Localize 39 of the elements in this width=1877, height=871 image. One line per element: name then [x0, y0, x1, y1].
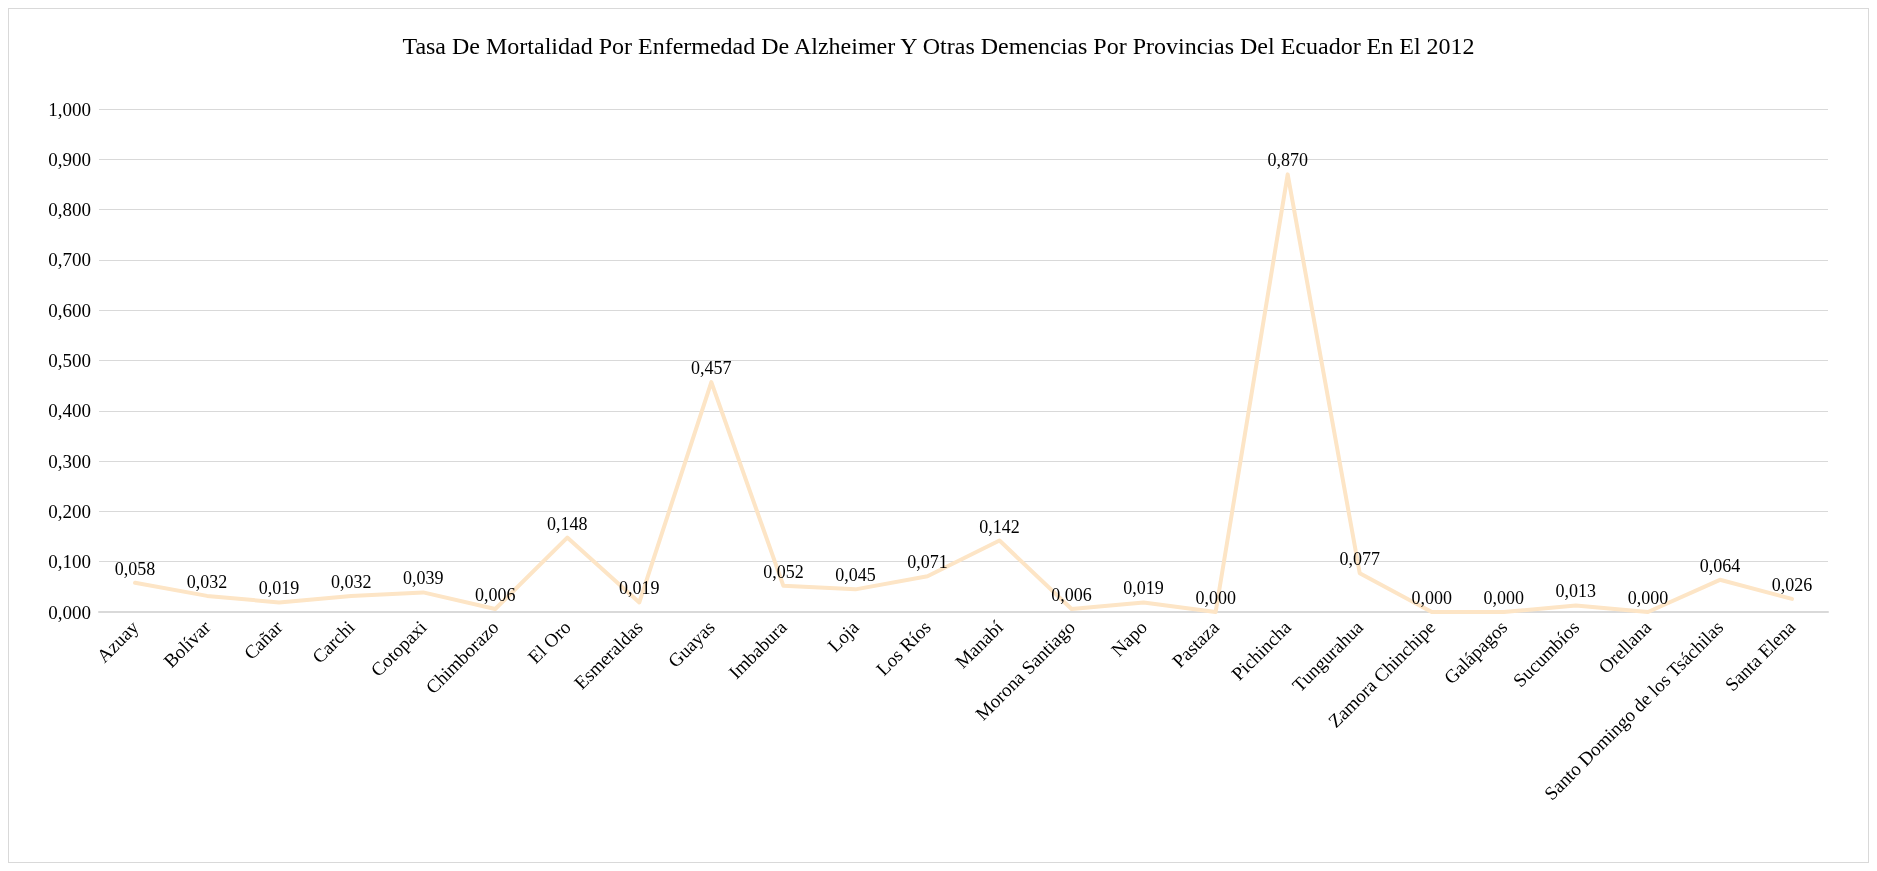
data-label: 0,032: [330, 571, 372, 592]
data-label: 0,019: [619, 578, 660, 599]
x-tick-label: Los Ríos: [871, 616, 935, 680]
y-tick-label: 0,500: [48, 350, 91, 371]
data-label: 0,148: [547, 513, 588, 534]
y-tick-label: 0,700: [48, 249, 91, 271]
data-label: 0,006: [474, 584, 516, 605]
data-label: 0,142: [979, 516, 1020, 537]
chart-title: Tasa De Mortalidad Por Enfermedad De Alzheimer Y Otras Demencias Por Provincias Del Ecuador En El 2012: [402, 33, 1475, 59]
y-tick-label: 0,000: [48, 601, 91, 623]
y-tick-label: 0,100: [48, 551, 91, 573]
y-tick-label: 0,200: [48, 500, 91, 522]
y-tick-label: 0,400: [48, 400, 91, 422]
data-label: 0,071: [907, 552, 948, 573]
data-label: 0,019: [1123, 578, 1164, 599]
data-label: 0,013: [1555, 581, 1597, 602]
data-label: 0,032: [186, 571, 228, 592]
data-label: 0,058: [114, 558, 156, 579]
y-tick-label: 0,600: [48, 299, 91, 321]
data-label: 0,000: [1483, 588, 1525, 608]
x-tick-label: Loja: [823, 616, 864, 657]
y-tick-label: 0,800: [48, 199, 91, 221]
data-label: 0,870: [1267, 150, 1308, 171]
data-label: 0,045: [835, 565, 876, 586]
data-label: 0,000: [1411, 588, 1453, 608]
data-label: 0,077: [1339, 549, 1380, 570]
data-label: 0,039: [402, 568, 444, 589]
data-label: 0,064: [1699, 555, 1741, 576]
y-tick-label: 0,900: [48, 148, 91, 170]
data-label: 0,457: [691, 358, 732, 379]
data-label: 0,019: [258, 578, 300, 599]
data-label: 0,000: [1627, 588, 1669, 608]
x-tick-label: El Oro: [523, 616, 575, 668]
y-tick-label: 0,300: [48, 450, 91, 472]
data-label: 0,026: [1771, 574, 1813, 595]
data-label: 0,000: [1195, 588, 1236, 608]
data-label: 0,052: [763, 561, 804, 582]
y-tick-label: 1,000: [48, 98, 91, 120]
data-label: 0,006: [1051, 584, 1092, 605]
